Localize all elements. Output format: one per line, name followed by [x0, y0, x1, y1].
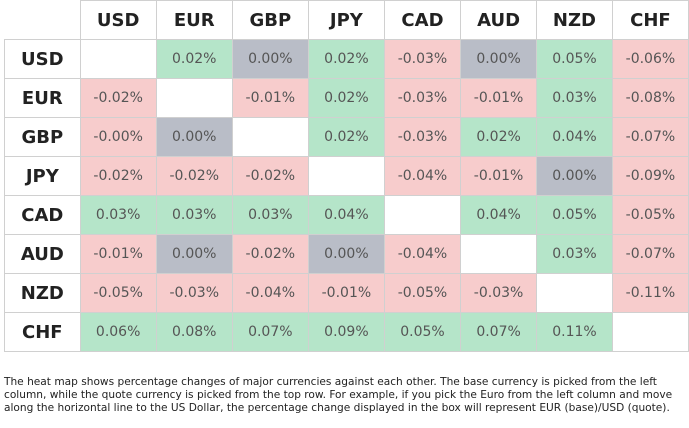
cell: 0.05% — [383, 312, 462, 352]
cell: -0.07% — [611, 117, 689, 157]
cell: -0.05% — [611, 195, 689, 235]
row-header: NZD — [4, 273, 81, 313]
cell: -0.06% — [611, 39, 689, 79]
cell: -0.07% — [611, 234, 689, 274]
cell: 0.02% — [307, 78, 385, 118]
cell: -0.02% — [231, 156, 309, 196]
cell: -0.01% — [460, 78, 538, 118]
cell — [307, 156, 385, 196]
column-header: CAD — [383, 0, 462, 40]
cell — [231, 117, 309, 157]
cell: -0.01% — [79, 234, 157, 274]
row: GBP -0.00% 0.00% 0.02% -0.03% 0.02% 0.04% -0.07… — [4, 117, 689, 157]
cell: -0.05% — [383, 273, 462, 313]
cell: -0.02% — [79, 156, 157, 196]
row: USD 0.02% 0.00% 0.02% -0.03% 0.00% 0.05% -0.06% — [4, 39, 689, 79]
cell: 0.05% — [536, 39, 613, 79]
cell: 0.05% — [536, 195, 613, 235]
cell: 0.07% — [231, 312, 309, 352]
cell: 0.11% — [536, 312, 613, 352]
row: JPY -0.02% -0.02% -0.02% -0.04% -0.01% 0.00% -0… — [4, 156, 689, 196]
cell: -0.00% — [79, 117, 157, 157]
cell: 0.03% — [79, 195, 157, 235]
cell: -0.03% — [383, 78, 462, 118]
cell: 0.00% — [155, 234, 233, 274]
caption: The heat map shows percentage changes of… — [4, 376, 673, 414]
cell: 0.00% — [231, 39, 309, 79]
column-header: AUD — [460, 0, 538, 40]
cell: 0.09% — [307, 312, 385, 352]
row-header: CHF — [4, 312, 81, 352]
cell: 0.04% — [307, 195, 385, 235]
cell: 0.03% — [536, 78, 613, 118]
header-row: USD EUR GBP JPY CAD AUD NZD CHF — [4, 0, 689, 40]
cell: -0.03% — [155, 273, 233, 313]
row: EUR -0.02% -0.01% 0.02% -0.03% -0.01% 0.03% -0.… — [4, 78, 689, 118]
cell: 0.08% — [155, 312, 233, 352]
row-header: AUD — [4, 234, 81, 274]
cell: -0.11% — [611, 273, 689, 313]
cell — [383, 195, 462, 235]
row-header: GBP — [4, 117, 81, 157]
cell: -0.04% — [383, 156, 462, 196]
row-header: JPY — [4, 156, 81, 196]
cell: 0.00% — [460, 39, 538, 79]
cell: -0.03% — [383, 117, 462, 157]
column-header: CHF — [611, 0, 689, 40]
row-header: USD — [4, 39, 81, 79]
cell: 0.04% — [536, 117, 613, 157]
cell: -0.03% — [460, 273, 538, 313]
cell: -0.04% — [383, 234, 462, 274]
cell: -0.01% — [460, 156, 538, 196]
cell: -0.03% — [383, 39, 462, 79]
cell: 0.03% — [155, 195, 233, 235]
row: CHF 0.06% 0.08% 0.07% 0.09% 0.05% 0.07% 0.11% — [4, 312, 689, 352]
cell — [536, 273, 613, 313]
cell: -0.09% — [611, 156, 689, 196]
column-header: EUR — [155, 0, 233, 40]
cell — [155, 78, 233, 118]
cell — [611, 312, 689, 352]
cell: 0.03% — [536, 234, 613, 274]
cell: 0.00% — [536, 156, 613, 196]
cell — [79, 39, 157, 79]
column-header: USD — [79, 0, 157, 40]
cell: 0.02% — [307, 117, 385, 157]
corner — [4, 0, 81, 40]
column-header: NZD — [536, 0, 613, 40]
row: AUD -0.01% 0.00% -0.02% 0.00% -0.04% 0.03% -0.0… — [4, 234, 689, 274]
cell: 0.02% — [307, 39, 385, 79]
cell: 0.03% — [231, 195, 309, 235]
cell: 0.00% — [155, 117, 233, 157]
cell: -0.01% — [307, 273, 385, 313]
cell — [460, 234, 538, 274]
column-header: GBP — [231, 0, 309, 40]
cell: 0.04% — [460, 195, 538, 235]
column-header: JPY — [307, 0, 385, 40]
cell: -0.02% — [231, 234, 309, 274]
cell: 0.02% — [155, 39, 233, 79]
cell: -0.01% — [231, 78, 309, 118]
cell: 0.07% — [460, 312, 538, 352]
cell: 0.00% — [307, 234, 385, 274]
cell: 0.02% — [460, 117, 538, 157]
row: NZD -0.05% -0.03% -0.04% -0.01% -0.05% -0.03% -… — [4, 273, 689, 313]
heat-map: USD EUR GBP JPY CAD AUD NZD CHF USD 0.02% 0.00% 0.0… — [4, 0, 689, 352]
row-header: CAD — [4, 195, 81, 235]
cell: -0.05% — [79, 273, 157, 313]
cell: 0.06% — [79, 312, 157, 352]
row: CAD 0.03% 0.03% 0.03% 0.04% 0.04% 0.05% -0.05% — [4, 195, 689, 235]
cell: -0.02% — [79, 78, 157, 118]
cell: -0.08% — [611, 78, 689, 118]
cell: -0.04% — [231, 273, 309, 313]
row-header: EUR — [4, 78, 81, 118]
cell: -0.02% — [155, 156, 233, 196]
